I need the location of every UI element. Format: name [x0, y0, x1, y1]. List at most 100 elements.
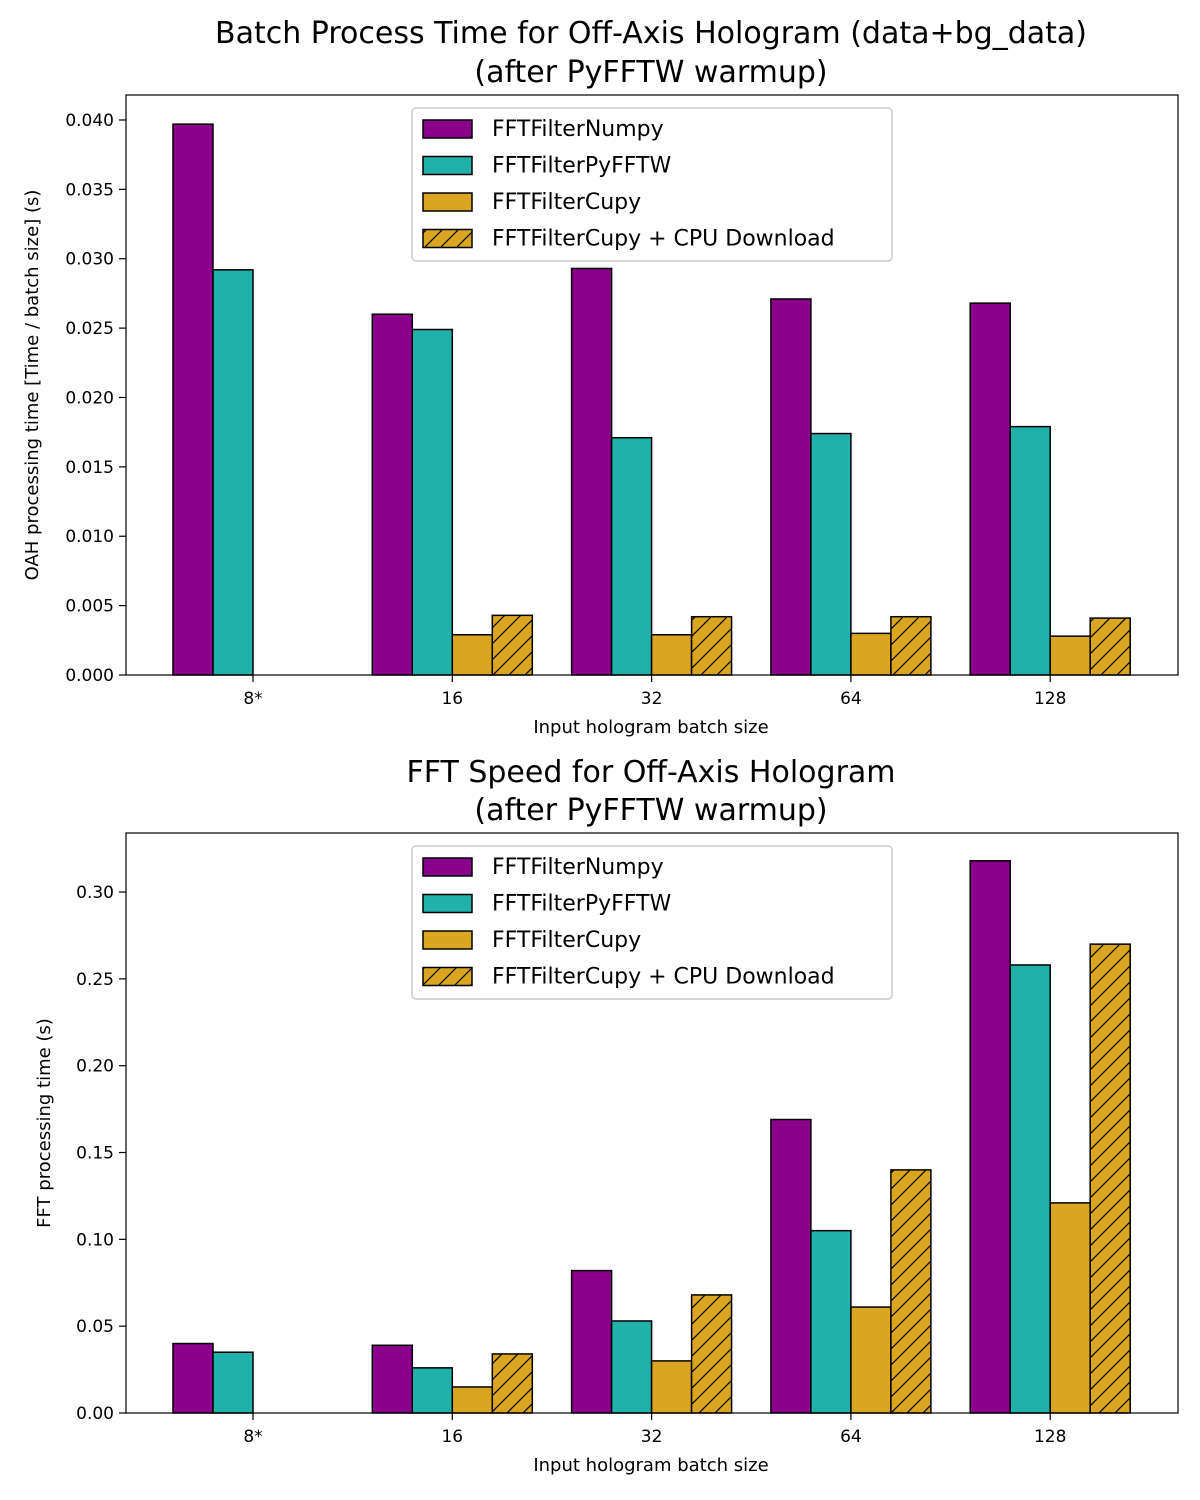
bar-fftfilternumpy-1 [371, 1344, 414, 1414]
y-tick-label: 0.20 [76, 1057, 114, 1077]
x-tick-label: 16 [441, 689, 463, 709]
y-tick-label: 0.015 [65, 458, 114, 478]
bar-fftfiltercupy-cpu-download-1 [491, 614, 534, 676]
chart-1-x-axis: 8* 16 32 64 128 [243, 675, 1066, 709]
chart-1-title: Batch Process Time for Off-Axis Hologram… [215, 16, 1087, 51]
bar-fftfilterpyfftw-0 [212, 269, 254, 676]
legend-label: FFTFilterCupy [492, 928, 641, 953]
bar-fftfilterpyfftw-2 [610, 1320, 653, 1414]
bar-fftfiltercupy-2 [650, 634, 693, 676]
bar-fftfiltercupy-cpu-download-3 [890, 615, 932, 676]
y-tick-label: 0.020 [65, 388, 114, 408]
bar-fftfilternumpy-3 [770, 1118, 812, 1414]
x-tick-label: 64 [840, 689, 862, 709]
legend-label: FFTFilterPyFFTW [492, 154, 671, 179]
bar-fftfiltercupy-1 [451, 1386, 494, 1414]
chart-2: FFT Speed for Off-Axis Hologram (after P… [34, 755, 1179, 1476]
y-tick-label: 0.035 [65, 180, 114, 200]
chart-1-x-axis-label: Input hologram batch size [533, 717, 768, 738]
chart-2-y-axis-label: FFT processing time (s) [34, 1018, 55, 1228]
bar-fftfiltercupy-cpu-download-3 [890, 1169, 932, 1414]
chart-2-legend: FFTFilterNumpy FFTFilterPyFFTW FFTFilterCu… [411, 845, 893, 1000]
chart-1-y-axis-label: OAH processing time [Time / batch size] … [22, 190, 43, 581]
bar-fftfilterpyfftw-2 [610, 436, 653, 676]
x-tick-label: 8* [243, 689, 262, 709]
legend-box [411, 107, 893, 262]
y-tick-label: 0.030 [65, 250, 114, 270]
legend-swatch [422, 930, 473, 950]
y-tick-label: 0.005 [65, 597, 114, 617]
y-tick-label: 0.10 [76, 1230, 114, 1250]
y-tick-label: 0.010 [65, 527, 114, 547]
legend-swatch [422, 857, 473, 877]
x-tick-label: 16 [441, 1427, 463, 1447]
legend-swatch [422, 893, 473, 914]
chart-1: Batch Process Time for Off-Axis Hologram… [22, 16, 1179, 738]
chart-1-bars [172, 123, 1131, 676]
y-tick-label: 0.040 [65, 111, 114, 131]
bar-fftfilternumpy-4 [969, 302, 1011, 676]
chart-2-x-axis: 8* 16 32 64 128 [243, 1413, 1066, 1447]
x-tick-label: 32 [641, 1427, 663, 1447]
y-tick-label: 0.25 [76, 970, 114, 990]
bar-fftfiltercupy-4 [1049, 1202, 1091, 1414]
bar-fftfiltercupy-2 [650, 1360, 693, 1414]
bar-fftfilterpyfftw-4 [1009, 425, 1051, 676]
chart-2-subtitle: (after PyFFTW warmup) [474, 793, 827, 828]
bar-fftfilternumpy-3 [770, 298, 812, 676]
chart-1-legend: FFTFilterNumpy FFTFilterPyFFTW FFTFilterCu… [411, 107, 893, 262]
bar-fftfiltercupy-cpu-download-4 [1089, 943, 1131, 1414]
y-tick-label: 0.15 [76, 1144, 114, 1164]
y-tick-label: 0.000 [65, 666, 114, 686]
legend-label: FFTFilterPyFFTW [492, 892, 671, 917]
bar-fftfilternumpy-2 [570, 1269, 613, 1414]
legend-label: FFTFilterCupy + CPU Download [492, 227, 835, 252]
chart-2-title: FFT Speed for Off-Axis Hologram [406, 755, 895, 790]
chart-2-y-axis: 0.00 0.05 0.10 0.15 0.20 0.25 0.30 [76, 883, 126, 1424]
chart-2-x-axis-label: Input hologram batch size [533, 1455, 768, 1476]
bar-fftfilternumpy-1 [371, 313, 414, 676]
bar-fftfilternumpy-2 [570, 267, 613, 676]
bar-fftfilterpyfftw-3 [810, 1229, 852, 1414]
bar-fftfilterpyfftw-3 [810, 432, 852, 676]
chart-1-subtitle: (after PyFFTW warmup) [474, 55, 827, 90]
legend-swatch [422, 966, 473, 987]
x-tick-label: 128 [1034, 1427, 1066, 1447]
legend-swatch [422, 119, 473, 139]
bar-fftfilterpyfftw-1 [411, 328, 454, 676]
y-tick-label: 0.30 [76, 883, 114, 903]
y-tick-label: 0.05 [76, 1317, 114, 1337]
bar-fftfiltercupy-1 [451, 634, 494, 676]
chart-1-y-axis: 0.000 0.005 0.010 0.015 0.020 0.025 0.030 0.035… [65, 111, 126, 686]
legend-label: FFTFilterNumpy [492, 117, 664, 142]
chart-2-bars [172, 860, 1131, 1414]
bar-fftfilternumpy-4 [969, 860, 1011, 1414]
bar-fftfiltercupy-cpu-download-4 [1089, 617, 1131, 676]
legend-label: FFTFilterCupy + CPU Download [492, 965, 835, 990]
x-tick-label: 128 [1034, 689, 1066, 709]
x-tick-label: 64 [840, 1427, 862, 1447]
bar-fftfilterpyfftw-0 [212, 1351, 254, 1414]
bar-fftfiltercupy-3 [850, 1306, 892, 1414]
bar-fftfilternumpy-0 [172, 123, 214, 676]
legend-label: FFTFilterCupy [492, 190, 641, 215]
bar-fftfilterpyfftw-4 [1009, 964, 1051, 1414]
y-tick-label: 0.025 [65, 319, 114, 339]
bar-fftfiltercupy-cpu-download-1 [491, 1353, 534, 1414]
legend-box [411, 845, 893, 1000]
bar-fftfiltercupy-3 [850, 632, 892, 676]
bar-fftfiltercupy-cpu-download-2 [690, 615, 733, 676]
legend-swatch [422, 155, 473, 176]
x-tick-label: 32 [641, 689, 663, 709]
bar-fftfilternumpy-0 [172, 1342, 214, 1414]
chart-2-plot-frame [125, 832, 1179, 1414]
legend-swatch [422, 192, 473, 212]
x-tick-label: 8* [243, 1427, 262, 1447]
legend-swatch [422, 228, 473, 249]
bar-fftfiltercupy-cpu-download-2 [690, 1294, 733, 1414]
y-tick-label: 0.00 [76, 1404, 114, 1424]
bar-fftfiltercupy-4 [1049, 635, 1091, 676]
chart-1-plot-frame [125, 94, 1179, 676]
legend-label: FFTFilterNumpy [492, 855, 664, 880]
